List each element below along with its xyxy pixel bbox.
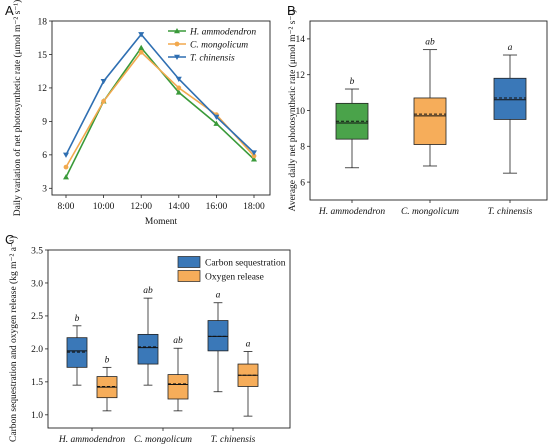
y-tick-label: 12 xyxy=(38,84,48,94)
y-tick-label: 2.5 xyxy=(31,312,43,322)
legend-marker xyxy=(174,54,180,60)
data-point xyxy=(100,79,107,85)
y-axis-title: Daily variation of net photosynthetic ra… xyxy=(12,0,23,216)
x-tick-label: C. mongolicum xyxy=(401,207,459,217)
data-point xyxy=(251,150,257,156)
data-point xyxy=(138,32,145,38)
x-tick-label: 14:00 xyxy=(168,202,190,212)
x-tick-label: T. chinensis xyxy=(211,435,256,445)
x-axis-title: Moment xyxy=(145,217,178,227)
y-tick-label: 6 xyxy=(42,151,47,161)
x-tick-label: 12:00 xyxy=(130,202,152,212)
data-point xyxy=(213,120,220,126)
box-box xyxy=(167,374,189,400)
legend-marker xyxy=(174,41,180,47)
data-point xyxy=(63,164,69,170)
plot-frame xyxy=(51,20,271,196)
significance-letter: b xyxy=(105,355,110,365)
legend-label: Carbon sequestration xyxy=(205,258,286,268)
legend-marker xyxy=(174,28,180,34)
box-box xyxy=(207,320,229,352)
x-tick-label: 16:00 xyxy=(206,202,228,212)
data-point xyxy=(251,156,257,162)
box-box xyxy=(493,77,527,120)
panel-a: A 3 6 9 12 15 18 8:00 10:00 12:00 14:00 16:00 18:00 M… xyxy=(5,0,271,227)
data-point xyxy=(176,85,182,91)
x-tick-label: 18:00 xyxy=(243,202,265,212)
significance-letter: ab xyxy=(143,286,153,296)
box-box xyxy=(137,333,159,365)
data-point xyxy=(101,98,106,104)
significance-letter: b xyxy=(350,77,355,87)
y-tick-label: 12 xyxy=(296,71,306,81)
data-point xyxy=(175,76,182,82)
y-tick-label: 6 xyxy=(300,178,305,188)
y-tick-label: 3.5 xyxy=(31,246,43,256)
panel-c: C 1.0 1.5 2.0 2.5 3.0 3.5 Carbon sequestration … xyxy=(5,232,291,445)
y-tick-label: 3 xyxy=(42,185,47,195)
significance-letter: a xyxy=(246,340,251,350)
significance-letter: a xyxy=(216,291,221,301)
data-point xyxy=(213,114,220,120)
significance-letter: b xyxy=(75,314,80,324)
y-tick-label: 9 xyxy=(42,118,47,128)
significance-letter: ab xyxy=(173,336,183,346)
y-tick-label: 15 xyxy=(38,51,48,61)
x-tick-label: H. ammodendron xyxy=(58,435,125,445)
x-tick-label: H. ammodendron xyxy=(318,207,385,217)
series-line xyxy=(65,33,255,156)
y-tick-label: 10 xyxy=(296,107,306,117)
data-point xyxy=(63,174,69,180)
panel-letter-c: C xyxy=(5,232,14,247)
x-tick-label: 10:00 xyxy=(93,202,115,212)
significance-letter: a xyxy=(508,43,513,53)
plot-frame xyxy=(47,249,291,429)
x-tick-label: 8:00 xyxy=(58,202,75,212)
y-tick-label: 3.0 xyxy=(31,279,43,289)
panel-letter-b: B xyxy=(287,3,296,18)
series-line xyxy=(65,46,255,178)
data-point xyxy=(175,89,182,95)
data-point xyxy=(251,153,257,159)
panel-letter-a: A xyxy=(5,3,14,18)
legend-label: C. mongolicum xyxy=(190,40,248,50)
y-tick-label: 18 xyxy=(38,17,48,27)
data-point xyxy=(63,152,69,158)
y-axis-title: Average daily net photosynthetic rate (μ… xyxy=(287,10,298,212)
y-tick-label: 1.0 xyxy=(31,411,43,421)
legend-label: H. ammodendron xyxy=(189,27,256,37)
series-line xyxy=(65,51,255,168)
x-tick-label: C. mongolicum xyxy=(134,435,192,445)
y-tick-label: 2.0 xyxy=(31,345,43,355)
box-box xyxy=(413,97,447,145)
y-axis-title: Carbon sequestration and oxygen release … xyxy=(8,236,19,442)
legend-label: Oxygen release xyxy=(205,272,264,282)
data-point xyxy=(138,44,145,50)
y-tick-label: 1.5 xyxy=(31,378,43,388)
data-point xyxy=(138,49,144,55)
legend-swatch xyxy=(177,270,201,282)
significance-letter: ab xyxy=(425,38,435,48)
x-tick-label: T. chinensis xyxy=(488,207,533,217)
legend-label: T. chinensis xyxy=(190,53,235,63)
y-tick-label: 14 xyxy=(296,35,306,45)
legend-swatch xyxy=(177,256,201,268)
y-tick-label: 8 xyxy=(300,143,305,153)
